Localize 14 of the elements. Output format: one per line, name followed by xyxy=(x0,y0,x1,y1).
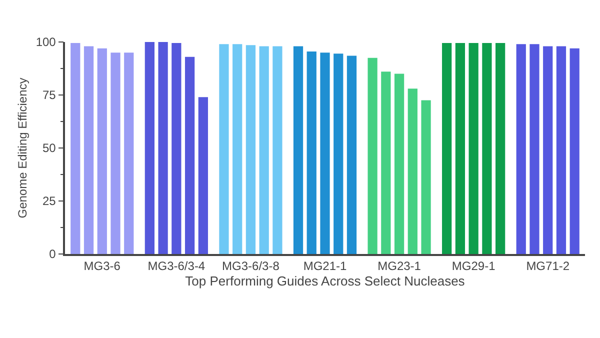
y-tick-label: 0 xyxy=(49,247,56,262)
x-tick-label: MG21-1 xyxy=(303,259,347,274)
y-tick-label: 100 xyxy=(36,35,56,50)
y-axis-title: Genome Editing Efficiency xyxy=(16,78,30,218)
x-tick-label: MG71-2 xyxy=(526,259,570,274)
x-tick-label: MG3-6/3-4 xyxy=(148,259,206,274)
x-tick-label: MG3-6 xyxy=(84,259,121,274)
y-tick-label: 25 xyxy=(42,194,56,208)
y-tick-label: 75 xyxy=(42,88,56,102)
x-tick-label: MG29-1 xyxy=(452,259,496,274)
x-tick-label: MG23-1 xyxy=(378,259,422,274)
x-tick-label: MG3-6/3-8 xyxy=(222,259,280,274)
x-axis-title: Top Performing Guides Across Select Nucleases xyxy=(185,273,466,288)
y-tick-label: 50 xyxy=(42,141,56,156)
